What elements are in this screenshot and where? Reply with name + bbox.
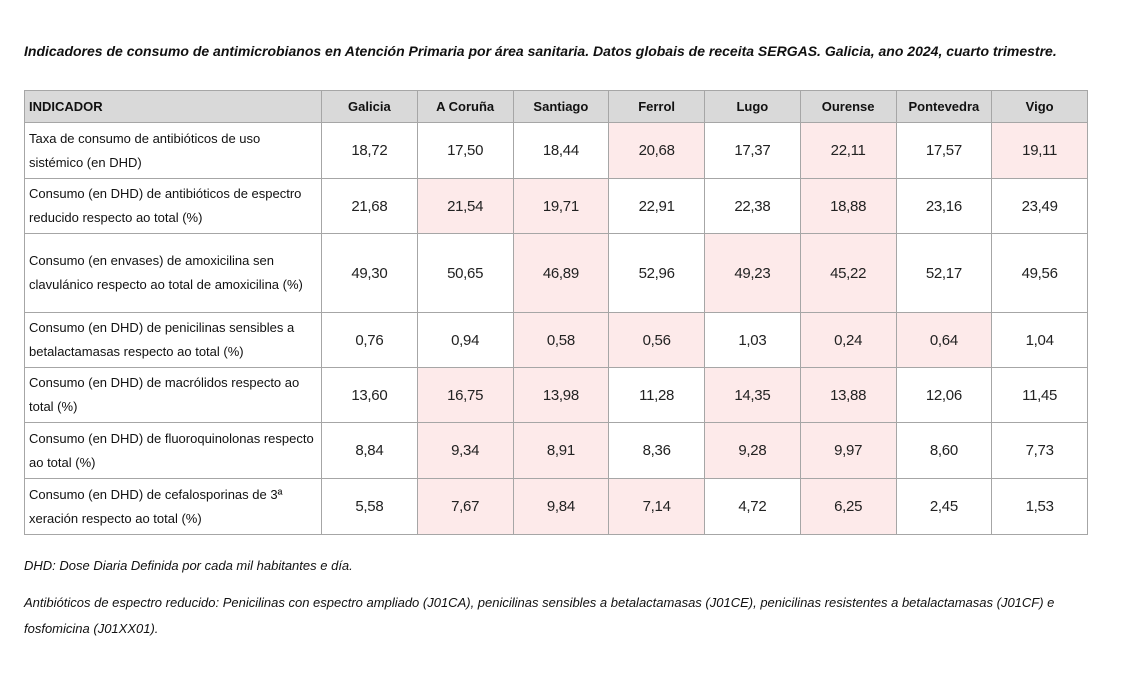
- value-cell: 17,37: [704, 122, 801, 179]
- value-cell: 11,45: [991, 367, 1088, 423]
- value-cell: 45,22: [799, 233, 897, 313]
- value-cell: 46,89: [512, 233, 610, 313]
- value-cell: 9,84: [512, 478, 610, 535]
- indicator-label: Consumo (en DHD) de cefalosporinas de 3ª…: [24, 478, 322, 535]
- value-cell: 1,53: [991, 478, 1088, 535]
- value-cell: 13,88: [799, 367, 897, 423]
- value-cell: 22,38: [704, 178, 801, 234]
- column-header: Galicia: [321, 90, 418, 123]
- indicator-label: Consumo (en DHD) de macrólidos respecto …: [24, 367, 322, 423]
- header-row: INDICADOR Galicia A Coruña Santiago Ferrol Lu…: [24, 90, 1088, 123]
- indicator-label: Consumo (en envases) de amoxicilina sen …: [24, 233, 322, 313]
- value-cell: 18,88: [799, 178, 897, 234]
- value-cell: 23,49: [991, 178, 1088, 234]
- column-header: Pontevedra: [895, 90, 993, 123]
- indicator-label: Consumo (en DHD) de penicilinas sensible…: [24, 312, 322, 368]
- value-cell: 18,44: [512, 122, 610, 179]
- value-cell: 11,28: [608, 367, 705, 423]
- value-cell: 0,64: [895, 312, 993, 368]
- value-cell: 7,67: [416, 478, 514, 535]
- value-cell: 6,25: [799, 478, 897, 535]
- value-cell: 9,97: [799, 422, 897, 479]
- column-header: Ferrol: [608, 90, 705, 123]
- value-cell: 18,72: [321, 122, 418, 179]
- value-cell: 50,65: [416, 233, 514, 313]
- value-cell: 17,50: [416, 122, 514, 179]
- note-espectro-reducido: Antibióticos de espectro reducido: Penic…: [24, 595, 1055, 636]
- value-cell: 14,35: [704, 367, 801, 423]
- value-cell: 21,54: [416, 178, 514, 234]
- value-cell: 0,24: [799, 312, 897, 368]
- value-cell: 8,84: [321, 422, 418, 479]
- value-cell: 8,91: [512, 422, 610, 479]
- value-cell: 49,30: [321, 233, 418, 313]
- indicator-label: Consumo (en DHD) de fluoroquinolonas res…: [24, 422, 322, 479]
- value-cell: 22,11: [799, 122, 897, 179]
- column-header-indicador: INDICADOR: [24, 90, 322, 123]
- column-header: Santiago: [512, 90, 610, 123]
- value-cell: 21,68: [321, 178, 418, 234]
- value-cell: 8,60: [895, 422, 993, 479]
- value-cell: 49,56: [991, 233, 1088, 313]
- column-header: Vigo: [991, 90, 1088, 123]
- value-cell: 16,75: [416, 367, 514, 423]
- value-cell: 8,36: [608, 422, 705, 479]
- value-cell: 22,91: [608, 178, 705, 234]
- column-header: A Coruña: [416, 90, 514, 123]
- value-cell: 23,16: [895, 178, 993, 234]
- note-dhd: DHD: Dose Diaria Definida por cada mil h…: [24, 558, 353, 573]
- value-cell: 0,58: [512, 312, 610, 368]
- value-cell: 9,28: [704, 422, 801, 479]
- value-cell: 12,06: [895, 367, 993, 423]
- table-title: Indicadores de consumo de antimicrobiano…: [24, 43, 1057, 59]
- table-row: Taxa de consumo de antibióticos de uso s…: [24, 122, 1088, 179]
- value-cell: 0,56: [608, 312, 705, 368]
- column-header: Lugo: [704, 90, 801, 123]
- value-cell: 52,96: [608, 233, 705, 313]
- value-cell: 17,57: [895, 122, 993, 179]
- value-cell: 2,45: [895, 478, 993, 535]
- value-cell: 19,11: [991, 122, 1088, 179]
- table-row: Consumo (en envases) de amoxicilina sen …: [24, 233, 1088, 313]
- column-header: Ourense: [799, 90, 897, 123]
- value-cell: 0,94: [416, 312, 514, 368]
- value-cell: 4,72: [704, 478, 801, 535]
- value-cell: 20,68: [608, 122, 705, 179]
- table-row: Consumo (en DHD) de macrólidos respecto …: [24, 367, 1088, 423]
- value-cell: 13,98: [512, 367, 610, 423]
- value-cell: 19,71: [512, 178, 610, 234]
- value-cell: 5,58: [321, 478, 418, 535]
- value-cell: 1,03: [704, 312, 801, 368]
- value-cell: 7,14: [608, 478, 705, 535]
- indicators-table: INDICADOR Galicia A Coruña Santiago Ferrol Lu…: [24, 90, 1088, 535]
- value-cell: 0,76: [321, 312, 418, 368]
- indicator-label: Taxa de consumo de antibióticos de uso s…: [24, 122, 322, 179]
- value-cell: 13,60: [321, 367, 418, 423]
- table-row: Consumo (en DHD) de penicilinas sensible…: [24, 312, 1088, 368]
- table-row: Consumo (en DHD) de cefalosporinas de 3ª…: [24, 478, 1088, 535]
- indicator-label: Consumo (en DHD) de antibióticos de espe…: [24, 178, 322, 234]
- value-cell: 7,73: [991, 422, 1088, 479]
- value-cell: 9,34: [416, 422, 514, 479]
- value-cell: 52,17: [895, 233, 993, 313]
- table-row: Consumo (en DHD) de antibióticos de espe…: [24, 178, 1088, 234]
- table-row: Consumo (en DHD) de fluoroquinolonas res…: [24, 422, 1088, 479]
- value-cell: 49,23: [704, 233, 801, 313]
- value-cell: 1,04: [991, 312, 1088, 368]
